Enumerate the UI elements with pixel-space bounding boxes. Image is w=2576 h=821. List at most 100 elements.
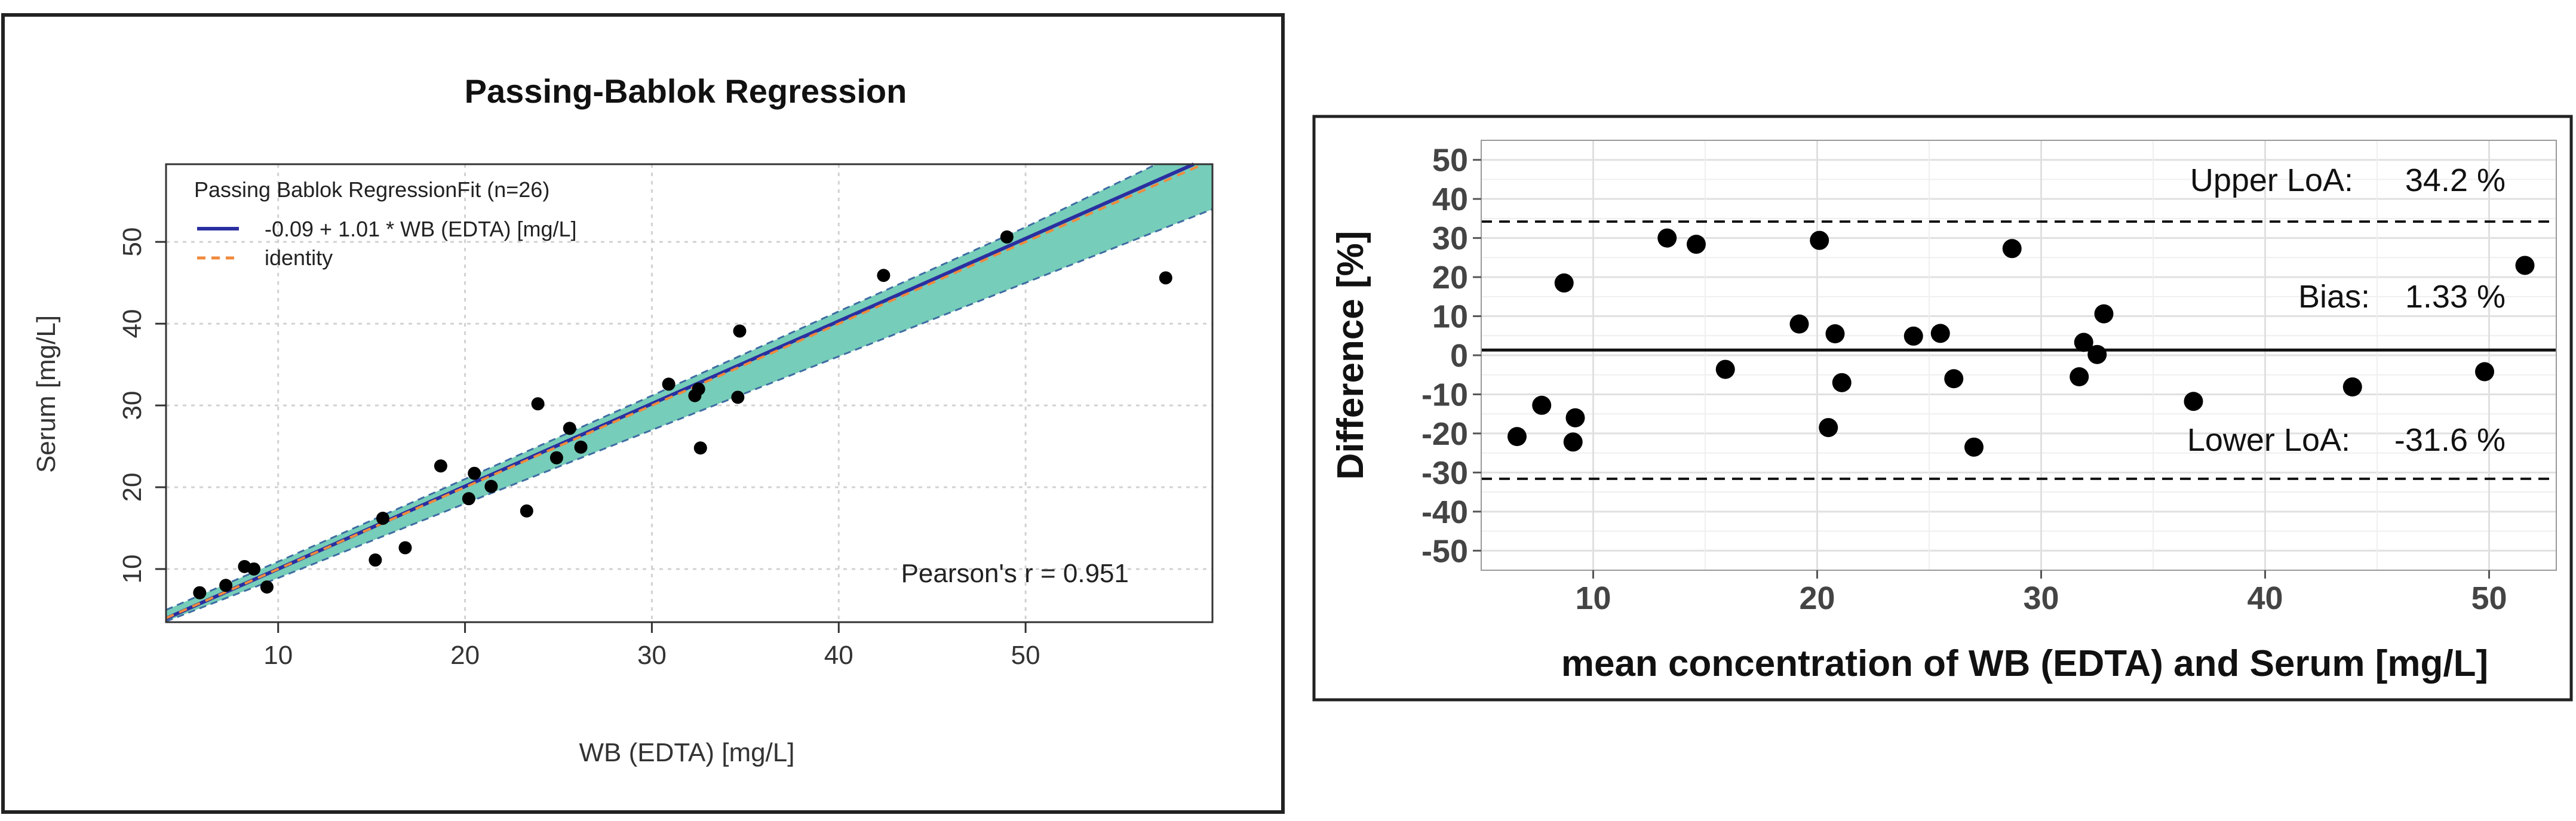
ba-lower-label-value: -31.6 % <box>2394 422 2506 458</box>
ba-data-point <box>2094 304 2114 324</box>
pb-data-point <box>520 504 533 518</box>
ba-data-point <box>1565 408 1585 428</box>
ba-bias-label: Bias: 1.33 % <box>2298 279 2506 315</box>
pb-plot-frame <box>165 163 1214 623</box>
ba-y-tick-label: -30 <box>1421 455 1468 491</box>
pb-data-point <box>693 441 707 455</box>
ba-bias-label-value: 1.33 % <box>2405 279 2506 315</box>
pb-y-axis-label: Serum [mg/L] <box>32 315 61 473</box>
ba-data-point <box>1832 373 1852 392</box>
pb-data-point <box>369 553 382 567</box>
pb-points-layer <box>193 230 1172 599</box>
pb-lines-layer <box>165 162 1204 620</box>
pb-legend-regression-label: -0.09 + 1.01 * WB (EDTA) [mg/L] <box>265 217 577 241</box>
ba-data-point <box>1944 369 1964 389</box>
ba-data-point <box>1819 418 1838 438</box>
pb-x-tick-label: 50 <box>1011 641 1040 670</box>
ba-data-point <box>1687 235 1706 254</box>
pb-data-point <box>731 390 745 404</box>
pb-data-point <box>1000 230 1014 244</box>
ba-y-axis-label: Difference [%] <box>1330 231 1371 480</box>
ba-data-point <box>1715 359 1735 379</box>
pb-data-point <box>692 382 705 396</box>
ba-data-point <box>2070 367 2089 386</box>
pb-data-point <box>468 466 481 480</box>
pb-title: Passing-Bablok Regression <box>465 72 907 110</box>
ba-y-tick-label: -40 <box>1421 494 1468 530</box>
ba-points-layer <box>1507 228 2535 457</box>
pb-data-point <box>484 479 498 493</box>
ba-data-point <box>2342 377 2362 397</box>
pb-x-tick-label: 10 <box>263 641 293 670</box>
pb-ticks-layer: 10 20 30 40 50 10 20 30 40 50 <box>118 227 1040 670</box>
ba-lines-layer <box>1481 220 2556 480</box>
ba-y-tick-label: 30 <box>1432 221 1468 257</box>
pb-x-tick-label: 20 <box>450 641 480 670</box>
pb-data-point <box>549 451 563 465</box>
ba-data-point <box>1964 437 1984 457</box>
ba-data-point <box>2475 362 2494 382</box>
ba-data-point <box>1657 228 1677 248</box>
pb-y-tick-label: 40 <box>118 309 147 339</box>
ba-y-tick-label: -50 <box>1421 533 1468 569</box>
ba-lower-label-name: Lower LoA: <box>2187 422 2350 458</box>
pb-band-upper-edge <box>165 163 1212 611</box>
ba-data-point <box>2074 333 2093 352</box>
ba-data-point <box>1789 314 1809 334</box>
pb-band-lower-edge <box>165 208 1213 623</box>
ba-bias-label-name: Bias: <box>2298 279 2370 315</box>
ba-data-point <box>2087 345 2107 364</box>
pb-data-point <box>376 512 389 525</box>
ba-data-point <box>2515 256 2535 275</box>
ba-data-point <box>1810 230 1829 250</box>
ba-data-point <box>1563 432 1583 452</box>
pb-data-point <box>193 586 207 599</box>
pb-legend-identity-label: identity <box>265 245 333 270</box>
ba-upper-label-name: Upper LoA: <box>2190 162 2353 198</box>
pb-data-point <box>733 324 747 338</box>
ba-x-tick-label: 20 <box>1799 580 1835 616</box>
ba-data-point <box>1507 427 1527 447</box>
ba-data-point <box>1825 324 1845 343</box>
ba-data-point <box>1930 324 1950 343</box>
ba-data-point <box>2184 392 2203 411</box>
pb-data-point <box>574 440 588 454</box>
pb-data-point <box>462 492 475 506</box>
ba-y-tick-label: 20 <box>1432 260 1468 296</box>
pb-data-point <box>434 459 447 473</box>
ba-x-tick-label: 10 <box>1575 580 1611 616</box>
pb-pearson-annotation: Pearson's r = 0.951 <box>901 559 1129 588</box>
pb-x-tick-label: 30 <box>637 641 667 670</box>
pb-y-tick-label: 20 <box>118 473 147 502</box>
pb-data-point <box>260 580 274 594</box>
pb-x-axis-label: WB (EDTA) [mg/L] <box>579 738 795 767</box>
ba-x-axis-label: mean concentration of WB (EDTA) and Seru… <box>1561 643 2488 684</box>
ba-y-tick-label: 10 <box>1432 299 1468 335</box>
ba-x-tick-label: 30 <box>2023 580 2059 616</box>
pb-data-point <box>398 541 412 555</box>
ba-x-tick-label: 50 <box>2471 580 2507 616</box>
ba-lower-label: Lower LoA: -31.6 % <box>2187 422 2506 458</box>
pb-data-point <box>1159 271 1172 285</box>
ba-x-tick-label: 40 <box>2247 580 2283 616</box>
ba-data-point <box>1532 395 1552 415</box>
pb-data-point <box>247 562 261 576</box>
pb-data-point <box>531 397 545 411</box>
ba-y-tick-label: -10 <box>1421 377 1468 413</box>
ba-y-tick-label: 40 <box>1432 182 1468 217</box>
ba-data-point <box>1554 273 1574 293</box>
ba-data-point <box>1903 326 1923 346</box>
pb-legend-title: Passing Bablok RegressionFit (n=26) <box>194 177 549 202</box>
pb-data-point <box>877 269 891 282</box>
pb-legend: Passing Bablok RegressionFit (n=26) -0.0… <box>194 177 577 270</box>
pb-data-point <box>662 377 676 391</box>
ba-data-point <box>2002 239 2022 259</box>
pb-x-tick-label: 40 <box>824 641 853 670</box>
ba-y-tick-label: 0 <box>1450 338 1468 374</box>
ba-y-tick-label: -20 <box>1421 416 1468 452</box>
pb-identity-line <box>165 163 1204 619</box>
pb-panel: Passing-Bablok Regression 10 20 30 40 50 10 20… <box>1 13 1285 814</box>
ba-y-tick-label: 50 <box>1432 143 1468 179</box>
